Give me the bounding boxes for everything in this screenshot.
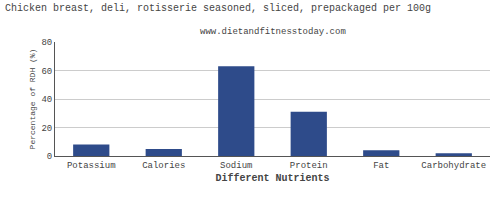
- svg-text:60: 60: [41, 67, 52, 77]
- svg-text:Protein: Protein: [290, 161, 328, 171]
- svg-text:Sodium: Sodium: [220, 161, 252, 171]
- svg-text:Chicken breast, deli, rotisser: Chicken breast, deli, rotisserie seasone…: [5, 3, 431, 14]
- svg-text:Percentage of RDH (%): Percentage of RDH (%): [28, 49, 37, 150]
- svg-text:Fat: Fat: [373, 161, 389, 171]
- svg-text:0: 0: [47, 152, 52, 162]
- svg-text:20: 20: [41, 124, 52, 134]
- svg-text:40: 40: [41, 95, 52, 105]
- svg-text:Calories: Calories: [142, 161, 185, 171]
- svg-text:Different Nutrients: Different Nutrients: [215, 173, 329, 184]
- svg-text:Potassium: Potassium: [67, 161, 116, 171]
- svg-text:80: 80: [41, 38, 52, 48]
- svg-text:www.dietandfitnesstoday.com: www.dietandfitnesstoday.com: [200, 27, 346, 37]
- svg-text:Carbohydrate: Carbohydrate: [421, 161, 486, 171]
